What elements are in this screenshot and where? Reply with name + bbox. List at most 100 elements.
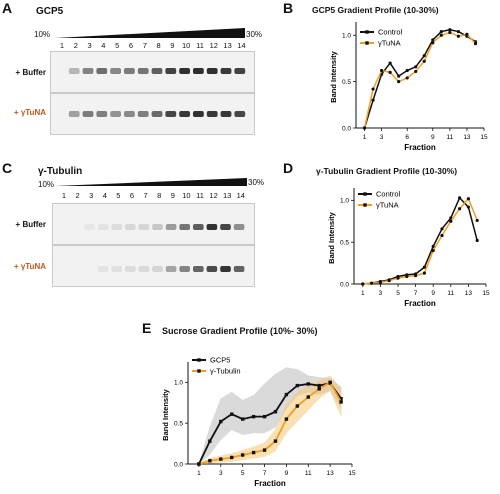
data-point	[380, 68, 384, 73]
blot-band	[193, 266, 204, 272]
x-axis-label: Fraction	[254, 479, 286, 488]
lane-number: 13	[223, 191, 232, 200]
data-point	[449, 219, 453, 223]
x-tick-label: 3	[380, 134, 384, 141]
y-tick-label: 1.0	[174, 380, 183, 387]
panel-letter-c: C	[2, 160, 13, 176]
x-tick-label: 6	[405, 134, 409, 141]
data-point	[295, 404, 300, 408]
blot-band	[97, 266, 109, 272]
blot-bands	[68, 111, 246, 117]
data-point	[431, 38, 435, 42]
data-point	[475, 218, 479, 223]
x-tick-label: 13	[465, 290, 473, 297]
lane-number: 9	[170, 41, 175, 50]
y-tick-label: 0.5	[342, 79, 351, 86]
legend-marker	[363, 203, 367, 207]
data-point	[273, 439, 278, 443]
y-axis-label: Band Intensity	[329, 50, 338, 103]
blot-band	[206, 224, 218, 230]
data-point	[328, 380, 332, 385]
gradient-high-pct: 30%	[246, 30, 263, 39]
x-tick-label: 1	[197, 470, 201, 477]
y-tick-label: 0.0	[342, 125, 351, 132]
data-point	[422, 265, 426, 269]
x-tick-label: 1	[361, 290, 365, 297]
blot-strip-tuna	[50, 93, 255, 135]
x-tick-label: 9	[431, 290, 435, 297]
x-axis-label: Fraction	[404, 299, 436, 308]
x-tick-label: 15	[480, 134, 488, 141]
blot-band	[82, 111, 94, 117]
y-axis-label: Band Intensity	[161, 388, 170, 441]
x-tick-label: 11	[446, 134, 453, 141]
x-tick-label: 9	[285, 470, 289, 477]
data-point	[448, 28, 452, 32]
data-point	[466, 205, 470, 209]
data-point	[405, 76, 409, 80]
blot-band	[138, 266, 150, 272]
x-tick-label: 3	[379, 290, 383, 297]
lane-number-row: 1 2 3 4 5 6 7 8 9 10 11 12 13 14	[52, 41, 252, 51]
blot-band	[165, 224, 177, 230]
blot-band	[138, 224, 150, 230]
chart-title: γ-Tubulin Gradient Profile (10-30%)	[316, 166, 458, 176]
blot-band	[110, 68, 121, 74]
data-point	[317, 387, 321, 391]
blot-band	[96, 68, 108, 74]
blot-band	[124, 68, 135, 74]
x-tick-label: 13	[327, 470, 335, 477]
gradient-low-pct: 10%	[38, 180, 55, 189]
data-point	[306, 395, 310, 399]
lane-number: 14	[236, 191, 245, 200]
data-point	[197, 462, 201, 466]
legend-label: Control	[376, 190, 401, 199]
data-point	[422, 59, 426, 63]
panel-letter-b: B	[283, 0, 294, 16]
blot-band	[111, 266, 122, 272]
lane-number: 8	[157, 191, 162, 200]
data-point	[371, 98, 375, 102]
data-point	[230, 412, 234, 416]
blot-strip-tuna	[52, 245, 255, 287]
lane-number: 6	[129, 191, 135, 200]
legend-label: γ-Tubulin	[210, 367, 241, 376]
series-line	[362, 196, 478, 285]
lane-number-row: 1 2 3 4 5 6 7 8 9 10 11 12 13 14	[54, 191, 254, 201]
gradient-ramp	[55, 178, 247, 186]
y-tick-label: 0.5	[340, 239, 349, 246]
data-point	[439, 29, 443, 34]
blot-band	[152, 224, 163, 230]
blot-strip-buffer	[52, 203, 255, 245]
data-point	[465, 32, 469, 36]
data-point	[405, 274, 409, 279]
y-tick-label: 0.0	[174, 461, 183, 468]
data-point	[475, 238, 479, 243]
blot-bands	[84, 224, 245, 230]
blot-bands	[68, 68, 246, 74]
legend-label: γTuNA	[376, 201, 399, 210]
blot-band	[220, 266, 231, 272]
data-point	[317, 383, 321, 388]
y-tick-label: 0.5	[174, 420, 183, 427]
blot-band	[97, 224, 109, 230]
data-point	[466, 197, 470, 201]
data-point	[219, 457, 223, 461]
blot-band	[137, 68, 149, 74]
data-point	[396, 276, 400, 280]
data-point	[273, 410, 278, 414]
lane-number: 3	[89, 191, 94, 200]
legend-marker	[363, 192, 367, 196]
x-tick-label: 7	[414, 290, 418, 297]
data-point	[262, 448, 267, 452]
data-point	[370, 281, 374, 285]
row-label-tuna: + γTuNA	[13, 262, 46, 271]
lane-number: 10	[182, 191, 191, 200]
lane-number: 2	[73, 41, 78, 50]
data-point	[387, 279, 391, 283]
data-point	[440, 227, 444, 231]
data-point	[251, 450, 256, 455]
x-tick-label: 15	[482, 290, 490, 297]
blot-band	[124, 111, 135, 117]
